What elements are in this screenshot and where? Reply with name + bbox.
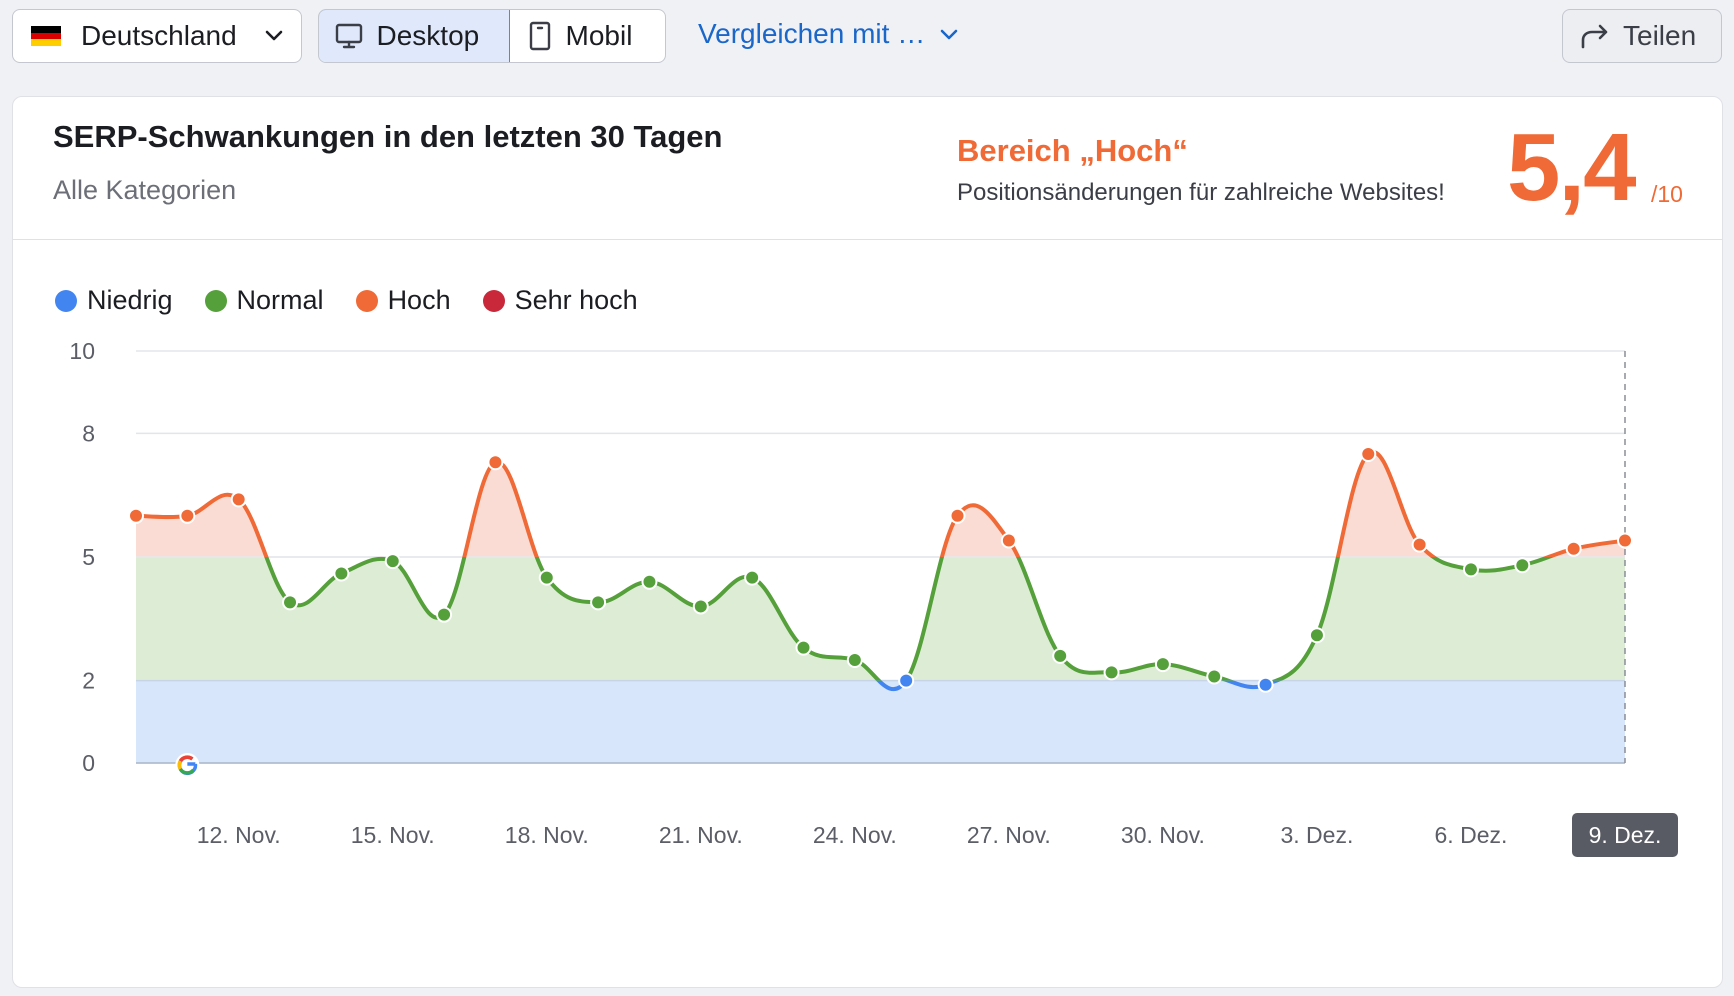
mobile-tab[interactable]: Mobil [510,10,666,62]
data-point[interactable] [1154,656,1171,673]
x-tick-label[interactable]: 21. Nov. [659,822,743,848]
country-selector[interactable]: Deutschland [12,9,302,63]
data-point[interactable] [1103,664,1120,681]
data-point[interactable] [1000,532,1017,549]
data-point[interactable] [744,569,761,586]
x-tick-label[interactable]: 9. Dez. [1589,822,1662,848]
data-point[interactable] [1411,536,1428,553]
google-icon-yellow [177,760,182,770]
serp-volatility-card: SERP-Schwankungen in den letzten 30 Tage… [12,96,1723,988]
data-point[interactable] [795,639,812,656]
share-arrow-icon [1581,24,1608,49]
google-icon-red [178,755,194,763]
share-button[interactable]: Teilen [1562,9,1722,63]
data-point[interactable] [590,594,607,611]
mobile-label: Mobil [565,20,633,51]
x-tick-label[interactable]: 12. Nov. [197,822,281,848]
data-point[interactable] [1617,532,1633,549]
mobile-icon [529,21,550,51]
desktop-tab[interactable]: Desktop [319,10,510,62]
series-line-high [135,449,1626,557]
x-tick-highlight [1572,813,1678,857]
legend-item-normal[interactable]: Normal [204,285,324,316]
data-point[interactable] [333,565,350,582]
data-point[interactable] [487,454,504,471]
data-point[interactable] [846,652,863,668]
data-point[interactable] [1360,446,1377,462]
desktop-icon [335,23,362,49]
x-tick-label[interactable]: 27. Nov. [967,822,1051,848]
compare-label: Vergleichen mit … [698,18,926,49]
toolbar: Deutschland Desktop Mobil Vergleichen mi… [0,0,1734,72]
data-point[interactable] [1462,561,1479,578]
y-tick-label: 5 [82,544,95,570]
legend-item-very-high[interactable]: Sehr hoch [482,285,638,316]
data-point[interactable] [1257,676,1274,693]
band-low [136,680,1625,763]
legend-label: Sehr hoch [514,285,638,315]
legend-dot-normal [204,289,227,312]
data-point[interactable] [538,569,555,586]
data-point[interactable] [230,491,247,508]
x-tick-label[interactable]: 15. Nov. [351,822,435,848]
x-tick-label[interactable]: 3. Dez. [1280,822,1353,848]
legend-dot-low [55,289,77,312]
desktop-label: Desktop [376,20,480,51]
x-tick-label[interactable]: 30. Nov. [1121,822,1205,848]
compare-dropdown[interactable]: Vergleichen mit … [698,18,959,50]
range-title: Bereich „Hoch“ [957,133,1188,168]
volatility-score-max: /10 [1651,181,1683,207]
data-point[interactable] [1308,627,1325,644]
legend-item-high[interactable]: Hoch [355,285,451,316]
legend-label: Normal [236,285,324,315]
country-label: Deutschland [81,20,237,51]
y-tick-label: 10 [69,338,95,364]
y-tick-label: 2 [82,668,95,694]
data-point[interactable] [1514,557,1531,574]
card-subtitle: Alle Kategorien [53,175,237,205]
y-tick-label: 8 [82,420,95,446]
data-point[interactable] [1206,668,1223,685]
data-point[interactable] [384,553,401,570]
band-high [136,451,1625,557]
volatility-chart: 0 2 5 8 10 12. Nov. 15. Nov. 18. Nov. 21. Nov. 24… [69,338,1678,857]
legend-item-low[interactable]: Niedrig [55,285,173,316]
device-toggle: Desktop Mobil [318,9,666,63]
data-point[interactable] [692,598,709,615]
data-point[interactable] [949,507,966,524]
card-header: SERP-Schwankungen in den letzten 30 Tage… [13,97,1722,240]
data-point[interactable] [1052,647,1069,664]
data-point[interactable] [436,606,453,623]
range-description: Positionsänderungen für zahlreiche Websi… [957,179,1445,206]
google-icon-green [178,767,195,775]
x-tick-label[interactable]: 24. Nov. [813,822,897,848]
data-point[interactable] [898,672,915,689]
chevron-down-icon [265,30,283,41]
data-point[interactable] [1565,540,1582,557]
germany-flag-icon [31,26,61,47]
legend-label: Hoch [387,285,451,315]
legend-dot-high [355,289,378,312]
data-point[interactable] [641,573,658,590]
data-point[interactable] [179,507,196,524]
chevron-down-icon [940,29,958,40]
volatility-score: 5,4 [1507,114,1636,221]
legend-label: Niedrig [87,285,173,315]
share-label: Teilen [1623,20,1697,51]
x-tick-label[interactable]: 6. Dez. [1435,822,1508,848]
data-point[interactable] [282,594,299,611]
card-title: SERP-Schwankungen in den letzten 30 Tage… [53,119,723,154]
y-tick-label: 0 [82,750,95,776]
chart-legend: Niedrig Normal Hoch Sehr hoch [55,285,638,316]
x-tick-label[interactable]: 18. Nov. [505,822,589,848]
band-normal [136,557,1625,681]
data-point[interactable] [128,507,144,524]
legend-dot-very-high [482,289,505,312]
